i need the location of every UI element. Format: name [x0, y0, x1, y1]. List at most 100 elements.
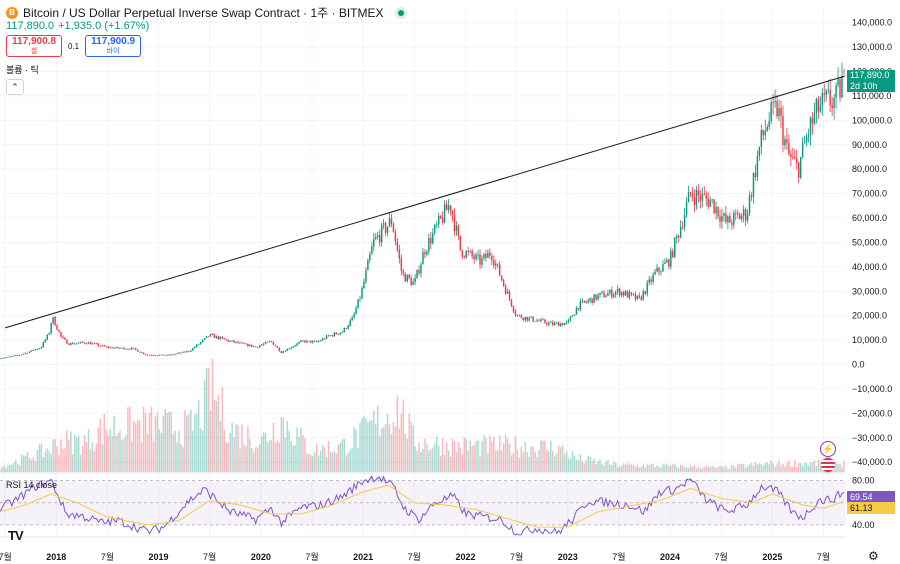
chevron-up-icon[interactable]: ⌃ [6, 79, 24, 95]
tradingview-logo: TV [8, 528, 24, 543]
volume-bar [249, 438, 251, 472]
candle [290, 346, 292, 350]
candle-body [746, 213, 749, 221]
candle [615, 290, 617, 298]
volume-bar [235, 424, 237, 472]
candle-body [624, 291, 627, 296]
candle [626, 290, 629, 298]
candle-body [719, 216, 721, 222]
sell-button[interactable]: 117,900.8 셀 [6, 35, 62, 57]
candle [587, 298, 589, 304]
volume-bar [290, 441, 292, 472]
candle [540, 317, 542, 323]
candle [347, 324, 349, 330]
candle-body [237, 341, 239, 344]
candle [489, 248, 491, 260]
candle [786, 127, 788, 150]
candle [707, 192, 709, 210]
candle-body [182, 351, 184, 353]
candle-body [475, 254, 477, 260]
candle [721, 208, 723, 229]
candle-body [11, 356, 13, 357]
volume-bar [18, 465, 21, 472]
volume-bar [341, 439, 344, 472]
volume-bar [231, 422, 233, 472]
volume-bar [479, 456, 481, 472]
candle-body [272, 341, 275, 345]
volume-bar [469, 440, 471, 472]
symbol-title[interactable]: Bitcoin / US Dollar Perpetual Inverse Sw… [23, 6, 384, 20]
candle [331, 334, 334, 338]
volume-bar [835, 462, 837, 472]
candle-body [239, 342, 241, 344]
candle-body [3, 357, 5, 359]
candle-body [296, 343, 298, 346]
candle [300, 339, 302, 343]
candle-body [150, 354, 153, 356]
candle [168, 354, 170, 356]
volume-bar [764, 462, 766, 472]
candle [613, 292, 615, 299]
volume-bar [642, 464, 645, 472]
candle [260, 344, 263, 346]
trendline[interactable] [4, 75, 845, 329]
time-axis[interactable]: 7월 2018 7월 2019 7월 2020 7월 2021 7월 2022 7월 2023 7월 20… [0, 551, 830, 562]
candle-body [38, 348, 41, 350]
candle [656, 264, 658, 273]
y-tick-label: 130,000.0 [852, 42, 892, 52]
lightning-icon[interactable]: ⚡ [820, 441, 836, 457]
candle-body [546, 323, 548, 325]
volume-bar [144, 413, 147, 472]
volume-bar [211, 358, 214, 472]
volume-bar [131, 441, 133, 472]
volume-bar [38, 444, 41, 472]
candle [569, 315, 572, 322]
candle-body [314, 340, 316, 342]
volume-bar [20, 454, 23, 472]
candle [335, 332, 338, 335]
buy-button[interactable]: 117,900.9 바이 [85, 35, 142, 57]
candle [249, 343, 251, 347]
candle-body [495, 263, 497, 266]
candle [272, 341, 275, 345]
volume-bar [725, 465, 727, 472]
candle [115, 346, 117, 348]
volume-bar [174, 430, 176, 472]
us-flag-icon[interactable] [820, 457, 836, 473]
volume-bar [457, 441, 460, 472]
candle-body [113, 347, 115, 349]
x-tick-label: 7월 [305, 551, 318, 562]
candle-body [97, 343, 100, 346]
rsi-indicator-label[interactable]: RSI 14 close [6, 480, 58, 490]
volume-bar [142, 406, 145, 472]
volume-indicator-label[interactable]: 볼륨 · 틱 [6, 65, 39, 75]
candle-body [581, 300, 584, 302]
candle [841, 62, 843, 98]
volume-bar [530, 446, 532, 472]
candle [609, 289, 611, 296]
volume-bar [689, 465, 692, 472]
candle-body [457, 225, 460, 236]
candle [192, 347, 194, 351]
candle-body [308, 340, 310, 342]
candle [762, 129, 765, 141]
candle [526, 316, 528, 323]
candle [111, 346, 113, 349]
volume-bar [310, 455, 312, 472]
candle-body [607, 293, 609, 297]
candle-body [815, 98, 818, 114]
candle [373, 232, 375, 252]
volume-bar [317, 455, 320, 472]
candle [799, 156, 802, 180]
rsi-tick-label: 80.00 [852, 476, 875, 486]
candle-body [75, 343, 78, 345]
gear-icon[interactable]: ⚙ [868, 549, 879, 563]
candle [654, 268, 656, 276]
candle [66, 339, 68, 344]
candle [536, 318, 538, 323]
volume-bar [563, 454, 566, 472]
candle-body [302, 340, 304, 342]
volume-bar [742, 464, 745, 472]
candle-body [583, 300, 586, 303]
